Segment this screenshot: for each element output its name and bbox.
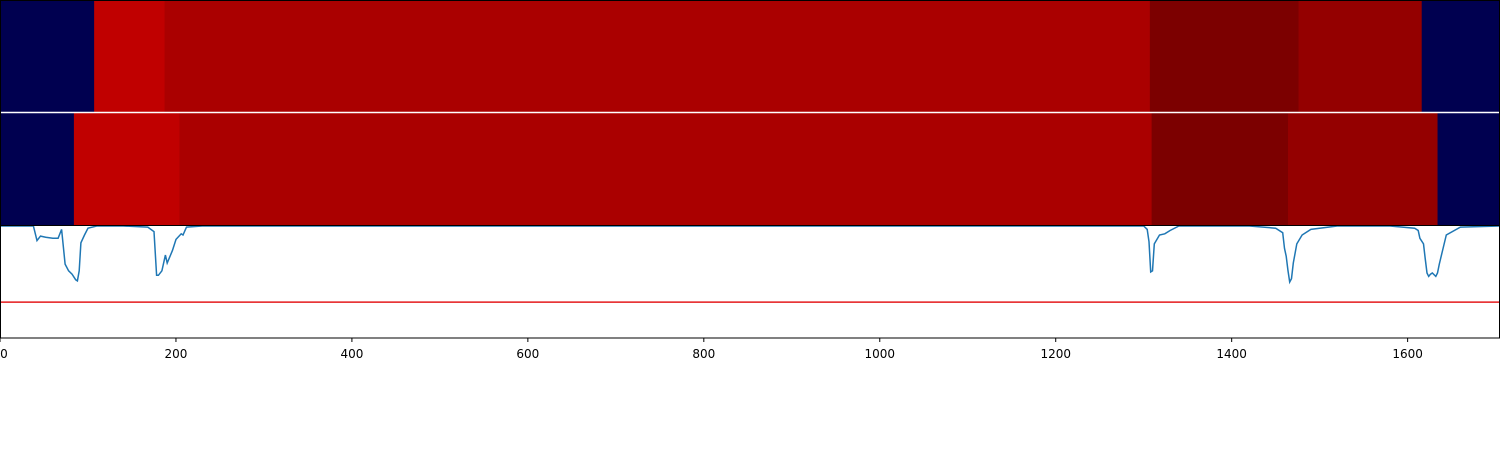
x-axis: 0 200 400 600 800 1000 1200 1400 1600 [0, 338, 1423, 361]
x-tick-label: 1400 [1216, 347, 1247, 361]
heatmap-cell-2-4 [1151, 113, 1289, 225]
heatmap-row-1 [0, 0, 1500, 112]
x-tick-label: 800 [692, 347, 715, 361]
heatmap-cell-2-2 [73, 113, 180, 225]
x-tick-label: 600 [516, 347, 539, 361]
x-tick-label: 200 [164, 347, 187, 361]
heatmap-row-2 [0, 113, 1500, 225]
x-tick-label: 0 [0, 347, 8, 361]
heatmap-cell-1-6 [1421, 0, 1500, 112]
signal-line [0, 225, 1500, 285]
heatmap-cell-1-2 [94, 0, 166, 112]
heatmap-cell-2-6 [1437, 113, 1500, 225]
heatmap-cell-1-5 [1298, 0, 1423, 112]
signal-panel [0, 225, 1500, 303]
x-tick-label: 1200 [1040, 347, 1071, 361]
heatmap-cell-1-1 [0, 0, 95, 112]
x-tick-label: 1600 [1392, 347, 1423, 361]
heatmap-cell-2-5 [1287, 113, 1439, 225]
heatmap-cell-2-1 [0, 113, 75, 225]
x-tick-label: 1000 [864, 347, 895, 361]
heatmap-cell-1-4 [1149, 0, 1300, 112]
heatmap-cell-2-3 [179, 113, 1153, 225]
x-tick-label: 400 [340, 347, 363, 361]
heatmap-cell-1-3 [164, 0, 1151, 112]
